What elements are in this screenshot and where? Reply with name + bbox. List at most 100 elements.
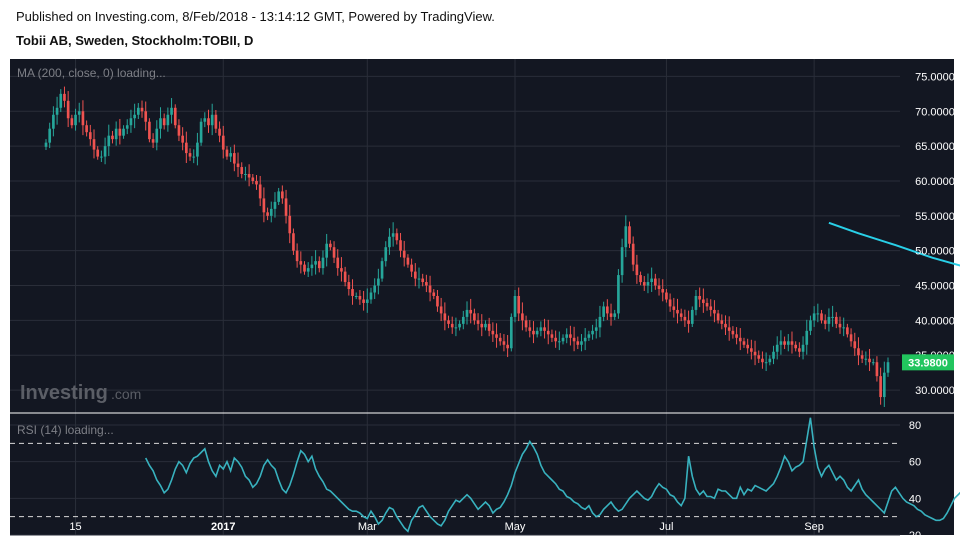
candle-body [181, 135, 184, 143]
candle-body [329, 243, 332, 248]
candle-body [668, 299, 672, 307]
candle-body [177, 125, 181, 136]
candle-body [635, 264, 639, 276]
candle-body [129, 118, 133, 126]
candle-body [491, 330, 495, 335]
candle-body [77, 111, 81, 115]
candle-body [133, 114, 136, 119]
rsi-indicator-label[interactable]: RSI (14) loading... [17, 423, 114, 437]
candle-body [395, 233, 399, 241]
candle-body [679, 313, 683, 317]
candle-body [443, 313, 447, 321]
candle-body [273, 201, 277, 209]
candle-body [628, 226, 631, 244]
candle-body [380, 261, 384, 279]
candle-body [487, 323, 491, 331]
candle-body [44, 142, 48, 147]
candle-body [295, 250, 299, 262]
candle-body [476, 320, 480, 324]
candle-body [314, 261, 317, 265]
candle-body [838, 323, 842, 328]
rsi-series[interactable] [10, 417, 960, 533]
candle-body [343, 271, 347, 283]
rsi-tick-label: 40 [909, 493, 921, 505]
candle-body [816, 313, 820, 315]
candle-body [871, 362, 875, 364]
candle-body [413, 271, 417, 279]
candle-body [535, 330, 539, 335]
candlestick-series[interactable] [44, 86, 890, 407]
rsi-axis: 80 60 40 20 [909, 420, 921, 540]
candle-body [155, 128, 159, 143]
candle-body [340, 268, 343, 272]
price-tick-label: 75.0000 [915, 71, 955, 83]
candle-body [846, 327, 849, 335]
candle-body [583, 337, 587, 342]
candle-body [55, 107, 59, 115]
candle-body [594, 327, 598, 331]
candle-body [602, 306, 605, 317]
candle-body [118, 128, 122, 136]
candle-body [624, 226, 628, 248]
candle-body [524, 320, 528, 328]
candle-body [539, 327, 543, 331]
candle-body [587, 334, 591, 338]
symbol-title: Tobii AB, Sweden, Stockholm:TOBII, D [16, 33, 254, 48]
candle-body [266, 212, 269, 216]
candle-body [646, 282, 650, 286]
candle-body [484, 323, 487, 328]
candle-body [753, 351, 757, 356]
candle-body [550, 334, 554, 338]
candle-body [332, 247, 336, 258]
time-axis: 152017MarMayJulSepNov201812 [69, 521, 960, 533]
candle-body [742, 341, 746, 345]
candle-body [388, 236, 391, 248]
candle-body [820, 313, 823, 321]
candle-body [454, 327, 458, 329]
candle-body [317, 261, 321, 269]
candle-body [506, 344, 509, 349]
candle-body [107, 135, 111, 147]
candle-body [642, 282, 646, 286]
ma-indicator-label[interactable]: MA (200, close, 0) loading... [17, 66, 166, 80]
candle-body [236, 163, 240, 168]
candle-body [650, 278, 653, 283]
candle-body [192, 156, 196, 158]
price-axis: 75.0000 70.0000 65.0000 60.0000 55.0000 50.00… [915, 71, 955, 397]
candle-body [546, 330, 550, 335]
published-info: Published on Investing.com, 8/Feb/2018 -… [16, 9, 495, 24]
candle-body [779, 341, 783, 345]
candle-body [391, 233, 395, 237]
candle-body [757, 355, 761, 359]
price-tick-label: 45.0000 [915, 281, 955, 293]
candle-body [63, 93, 66, 101]
candle-body [461, 316, 465, 324]
candle-body [724, 323, 727, 328]
candle-body [351, 289, 354, 296]
candle-body [764, 362, 768, 364]
candle-body [860, 355, 864, 359]
candle-body [166, 114, 170, 126]
candle-body [465, 309, 469, 317]
candle-body [886, 362, 890, 373]
candle-body [458, 323, 461, 328]
candle-body [144, 111, 148, 122]
candle-body [868, 358, 871, 363]
candle-body [284, 198, 288, 216]
candle-body [336, 257, 340, 269]
candle-body [258, 184, 262, 199]
candle-body [775, 344, 779, 352]
candle-body [495, 334, 498, 338]
candle-body [731, 330, 735, 335]
candle-body [720, 320, 724, 324]
last-price-tag: 33.9800 [902, 354, 954, 371]
candle-body [428, 285, 432, 293]
candle-body [790, 341, 794, 345]
candle-body [140, 107, 144, 112]
candle-body [262, 198, 266, 213]
time-tick-label: 2017 [211, 521, 235, 533]
candle-body [509, 316, 513, 349]
candle-body [761, 358, 764, 363]
candle-body [735, 334, 738, 338]
